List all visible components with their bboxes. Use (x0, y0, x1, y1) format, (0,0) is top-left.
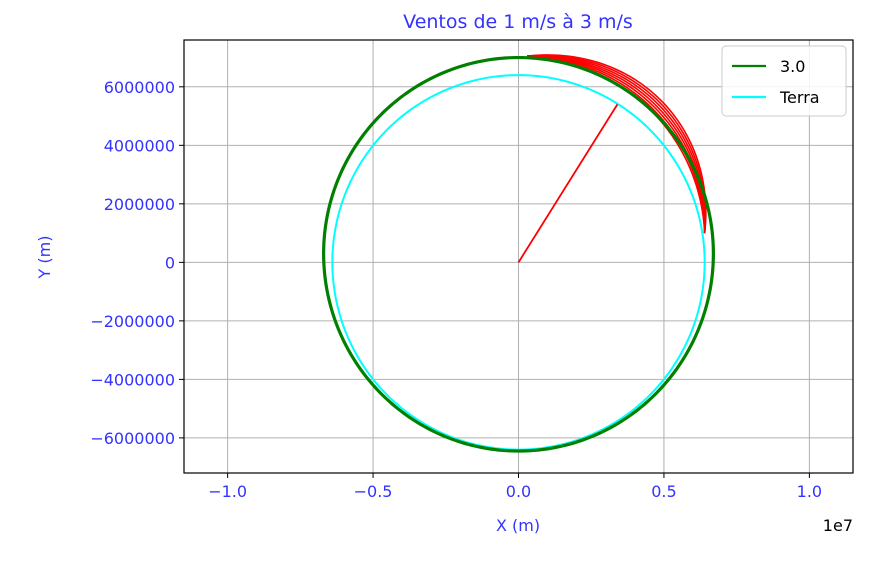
data-layer (322, 54, 715, 453)
y-tick-label: −2000000 (90, 312, 175, 331)
legend-label-3-0: 3.0 (780, 57, 805, 76)
x-tick-label: 0.0 (506, 482, 531, 501)
series-3-0 (322, 55, 715, 453)
series-terra (331, 74, 706, 451)
legend-box (721, 45, 847, 117)
chart-title: Ventos de 1 m/s à 3 m/s (403, 11, 633, 33)
y-tick-label: −4000000 (90, 370, 175, 389)
x-tick-label: −1.0 (208, 482, 247, 501)
y-tick-label: 0 (165, 253, 175, 272)
y-axis-label: Y (m) (35, 236, 54, 280)
legend: 3.0 Terra (721, 45, 847, 117)
x-tick-label: 0.5 (651, 482, 676, 501)
series-red-trajectory (527, 55, 706, 234)
series-red-trajectory (527, 55, 706, 234)
legend-label-terra: Terra (779, 88, 820, 107)
x-tick-label: −0.5 (354, 482, 393, 501)
grid-layer (184, 40, 853, 473)
x-tick-label: 1.0 (797, 482, 822, 501)
x-offset-label: 1e7 (823, 516, 853, 535)
y-tick-label: 4000000 (104, 136, 175, 155)
y-tick-label: −6000000 (90, 429, 175, 448)
x-axis-label: X (m) (496, 516, 540, 535)
series-red-segment (517, 103, 619, 263)
y-tick-label: 6000000 (104, 78, 175, 97)
tick-layer: −1.0 −0.5 0.0 0.5 1.0 −6000000 −4000000 −200000… (90, 78, 822, 501)
series-red-trajectory (527, 54, 707, 234)
y-tick-label: 2000000 (104, 195, 175, 214)
